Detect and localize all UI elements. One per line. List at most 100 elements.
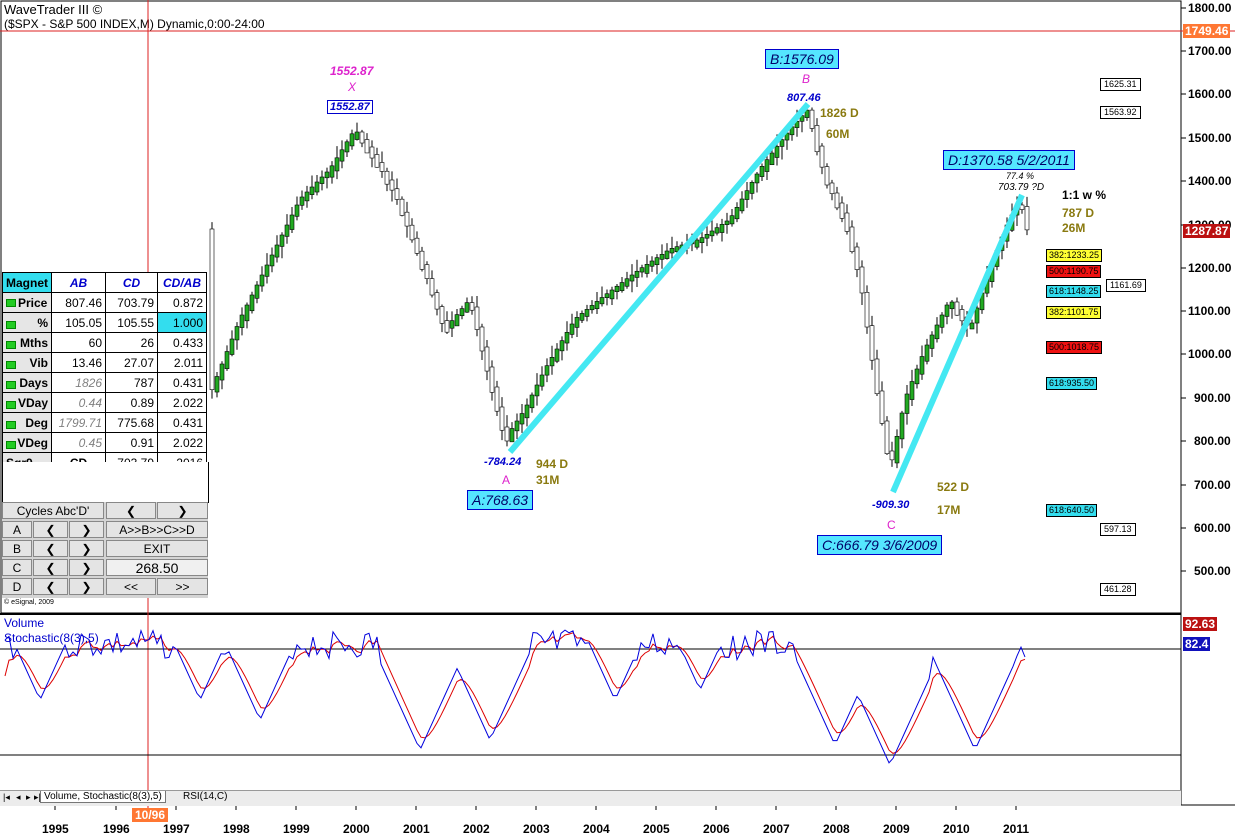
cycle-left-icon[interactable]: ❮ <box>106 502 156 519</box>
candle-body <box>394 188 400 200</box>
x-tick: 2011 <box>1003 822 1030 836</box>
row-b-label[interactable]: B <box>2 540 32 557</box>
row-a-right-icon[interactable]: ❯ <box>69 521 104 538</box>
candle-body <box>574 317 580 328</box>
candle-body <box>629 274 635 282</box>
tab-next-icon[interactable]: ▸ <box>26 792 31 802</box>
prev-button[interactable]: << <box>106 578 156 595</box>
cdab-header: CD/AB <box>157 272 207 293</box>
candle-body <box>904 393 910 414</box>
candle-body <box>819 145 825 168</box>
tab-prev-icon[interactable]: ◂ <box>16 792 21 802</box>
candle-body <box>484 346 490 372</box>
row-c-right-icon[interactable]: ❯ <box>69 559 104 576</box>
b-point-box: B:1576.09 <box>765 49 839 69</box>
row-b-right-icon[interactable]: ❯ <box>69 540 104 557</box>
pattern-button[interactable]: A>>B>>C>>D <box>106 521 208 538</box>
candle-body <box>279 234 285 247</box>
b-point-letter: B <box>802 72 811 86</box>
tab-rsi[interactable]: RSI(14,C) <box>183 791 228 802</box>
tab-first-icon[interactable]: |◂ <box>3 792 10 802</box>
candle-body <box>404 211 410 227</box>
exit-button[interactable]: EXIT <box>106 540 208 557</box>
cycle-value-field[interactable]: 268.50 <box>106 559 208 576</box>
candle-body <box>759 166 765 177</box>
candle-body <box>889 450 895 461</box>
indicator-title-volume: Volume <box>4 616 45 630</box>
candle-body <box>299 196 305 206</box>
candle-body <box>639 267 645 273</box>
candle-body <box>214 376 220 393</box>
cycles-title-button[interactable]: Cycles Abc'D' <box>2 502 104 519</box>
next-button[interactable]: >> <box>157 578 208 595</box>
row-d-label[interactable]: D <box>2 578 32 595</box>
candle-body <box>539 374 545 387</box>
row-indicator-icon <box>6 400 16 409</box>
candle-body <box>634 270 640 278</box>
row-c-label[interactable]: C <box>2 559 32 576</box>
candle-body <box>209 228 215 390</box>
cd-value: 0.89 <box>105 392 158 413</box>
tab-last-icon[interactable]: ▸| <box>34 792 41 802</box>
candle-body <box>294 204 300 217</box>
row-b-left-icon[interactable]: ❮ <box>33 540 68 557</box>
candle-body <box>559 340 565 352</box>
ab-value: 13.46 <box>51 352 106 373</box>
magnet-row: VDeg 0.45 0.91 2.022 <box>2 432 207 453</box>
candle-body <box>659 254 665 260</box>
ratio-value: 1.000 <box>157 312 207 333</box>
b-months: 60M <box>826 127 850 141</box>
c-months: 17M <box>937 503 961 517</box>
candle-body <box>914 368 920 385</box>
candle-body <box>894 436 900 464</box>
magnet-row: Deg 1799.71 775.68 0.431 <box>2 412 207 433</box>
candle-body <box>614 285 620 292</box>
y-tick: 800.00 <box>1194 434 1231 448</box>
candle-body <box>234 326 240 341</box>
y-tick: 900.00 <box>1194 391 1231 405</box>
x-tick: 1998 <box>223 822 250 836</box>
candle-body <box>509 428 515 443</box>
y-tick: 1700.00 <box>1188 44 1232 58</box>
x-tick: 2002 <box>463 822 490 836</box>
candle-body <box>809 109 815 129</box>
candle-body <box>814 125 820 153</box>
candle-body <box>869 325 875 361</box>
c-ratio: -909.30 <box>872 499 910 511</box>
row-label: Days <box>2 372 52 393</box>
row-d-right-icon[interactable]: ❯ <box>69 578 104 595</box>
candle-body <box>569 323 575 335</box>
y-tick: 1800.00 <box>1188 1 1232 15</box>
candle-body <box>334 157 340 172</box>
cd-value: 27.07 <box>105 352 158 373</box>
row-a-label[interactable]: A <box>2 521 32 538</box>
candle-body <box>734 207 740 220</box>
candle-body <box>389 179 395 191</box>
candle-body <box>324 171 330 179</box>
x-tick: 2000 <box>343 822 370 836</box>
candle-body <box>289 214 295 230</box>
fib-level: 382:1101.75 <box>1046 306 1102 319</box>
fib-level: 618:1148.25 <box>1046 285 1102 298</box>
row-a-left-icon[interactable]: ❮ <box>33 521 68 538</box>
candle-body <box>909 381 915 400</box>
x-tick: 2003 <box>523 822 550 836</box>
cycle-right-icon[interactable]: ❯ <box>157 502 208 519</box>
row-c-left-icon[interactable]: ❮ <box>33 559 68 576</box>
a-point-letter: A <box>502 473 511 487</box>
row-label: Deg <box>2 412 52 433</box>
a-months: 31M <box>536 473 560 487</box>
candle-body <box>799 115 805 122</box>
indicator-title-stochastic: Stochastic(8(3),5) <box>4 631 99 645</box>
candle-body <box>249 294 255 312</box>
y-tick: 1200.00 <box>1188 261 1232 275</box>
stochastic-d-line <box>4 632 1026 754</box>
row-d-left-icon[interactable]: ❮ <box>33 578 68 595</box>
candle-body <box>839 202 845 219</box>
tab-volume-stochastic[interactable]: Volume, Stochastic(8(3),5) <box>40 791 166 803</box>
y-tick: 1000.00 <box>1188 347 1232 361</box>
candle-body <box>724 220 730 225</box>
esignal-copyright: © eSignal, 2009 <box>4 599 54 606</box>
fib-level: 618:935.50 <box>1046 377 1098 390</box>
